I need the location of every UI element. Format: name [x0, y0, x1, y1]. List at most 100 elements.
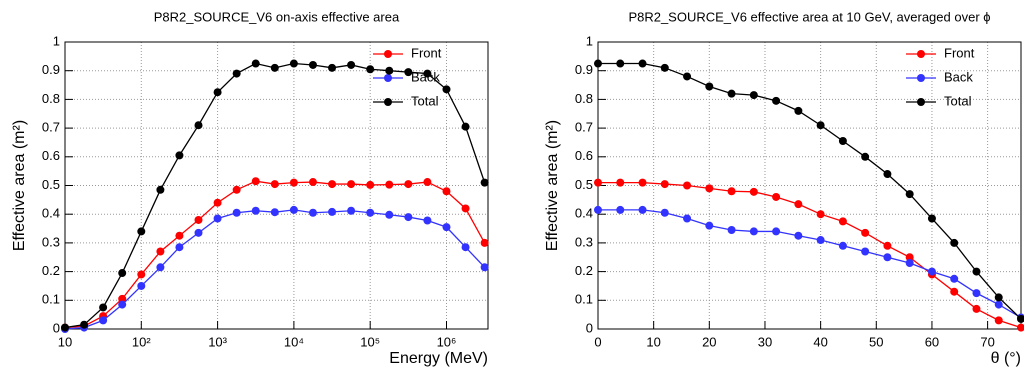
data-point — [950, 274, 959, 283]
data-point — [794, 200, 803, 209]
data-point — [861, 152, 870, 161]
data-point — [480, 238, 489, 247]
data-point — [838, 217, 847, 226]
data-point — [683, 214, 692, 223]
data-point — [816, 236, 825, 245]
x-tick-label: 0 — [594, 334, 601, 349]
legend-marker — [384, 98, 392, 106]
data-point — [99, 303, 108, 312]
data-point — [905, 190, 914, 199]
data-point — [972, 267, 981, 276]
data-point — [660, 208, 669, 217]
data-point — [994, 300, 1003, 309]
data-point — [727, 225, 736, 234]
data-point — [838, 241, 847, 250]
data-point — [137, 227, 146, 236]
y-tick-label: 0.2 — [575, 263, 593, 278]
data-point — [749, 91, 758, 100]
data-point — [118, 294, 127, 303]
data-point — [1017, 314, 1024, 323]
data-point — [289, 178, 298, 187]
y-tick-label: 0.9 — [42, 62, 60, 77]
data-point — [638, 205, 647, 214]
x-tick-label: 20 — [702, 334, 716, 349]
data-point — [213, 198, 222, 207]
x-tick-label: 40 — [813, 334, 827, 349]
data-point — [461, 204, 470, 213]
data-point — [270, 180, 279, 189]
data-point — [308, 178, 317, 187]
data-point — [213, 88, 222, 97]
y-tick-label: 0.7 — [575, 120, 593, 135]
data-point — [232, 69, 241, 78]
legend-marker — [384, 50, 392, 58]
data-point — [950, 238, 959, 247]
y-tick-label: 0.5 — [575, 177, 593, 192]
y-tick-label: 0.8 — [42, 91, 60, 106]
data-point — [683, 181, 692, 190]
data-point — [461, 243, 470, 252]
data-point — [423, 216, 432, 225]
data-point — [816, 121, 825, 130]
data-point — [705, 82, 714, 91]
y-tick-label: 0.3 — [42, 234, 60, 249]
x-tick-label: 10⁴ — [284, 334, 304, 349]
data-point — [99, 316, 108, 325]
data-point — [289, 59, 298, 68]
data-point — [156, 263, 165, 272]
data-point — [838, 137, 847, 146]
x-tick-label: 10 — [646, 334, 660, 349]
data-point — [328, 207, 337, 216]
y-axis-label: Effective area (m²) — [544, 120, 561, 251]
data-point — [994, 316, 1003, 325]
data-point — [727, 89, 736, 98]
data-point — [594, 205, 602, 214]
data-point — [156, 247, 165, 256]
data-point — [423, 178, 432, 187]
data-point — [727, 187, 736, 196]
data-point — [175, 243, 184, 252]
data-point — [366, 208, 375, 217]
data-point — [660, 180, 669, 189]
data-point — [927, 214, 936, 223]
x-axis-label: θ (°) — [991, 350, 1021, 367]
data-point — [772, 96, 781, 105]
x-tick-label: 10³ — [208, 334, 227, 349]
data-point — [270, 63, 279, 72]
data-point — [616, 205, 625, 214]
series-line — [598, 181, 1022, 329]
data-point — [61, 323, 69, 332]
data-point — [883, 241, 892, 250]
data-point — [705, 184, 714, 193]
data-point — [794, 106, 803, 115]
data-point — [883, 253, 892, 262]
y-tick-label: 0 — [53, 320, 60, 335]
y-tick-label: 0.4 — [575, 206, 593, 221]
y-axis-label: Effective area (m²) — [11, 120, 28, 251]
series-line — [64, 180, 486, 329]
data-point — [175, 151, 184, 160]
y-tick-label: 0 — [586, 320, 593, 335]
data-point — [861, 228, 870, 237]
data-point — [118, 300, 127, 309]
x-tick-label: 70 — [980, 334, 994, 349]
legend-marker — [917, 98, 925, 106]
data-point — [861, 247, 870, 256]
data-point — [749, 227, 758, 236]
data-point — [328, 63, 337, 72]
data-point — [80, 320, 89, 329]
y-tick-label: 0.2 — [42, 263, 60, 278]
data-point — [118, 269, 127, 278]
data-point — [232, 208, 241, 217]
data-point — [638, 178, 647, 187]
data-point — [905, 253, 914, 262]
y-tick-label: 0.9 — [575, 62, 593, 77]
data-point — [705, 221, 714, 230]
data-point — [213, 214, 222, 223]
x-tick-label: 50 — [869, 334, 883, 349]
y-tick-label: 0.3 — [575, 234, 593, 249]
data-point — [594, 59, 602, 68]
data-point — [347, 60, 356, 69]
y-tick-label: 0.6 — [575, 148, 593, 163]
data-point — [194, 121, 203, 130]
